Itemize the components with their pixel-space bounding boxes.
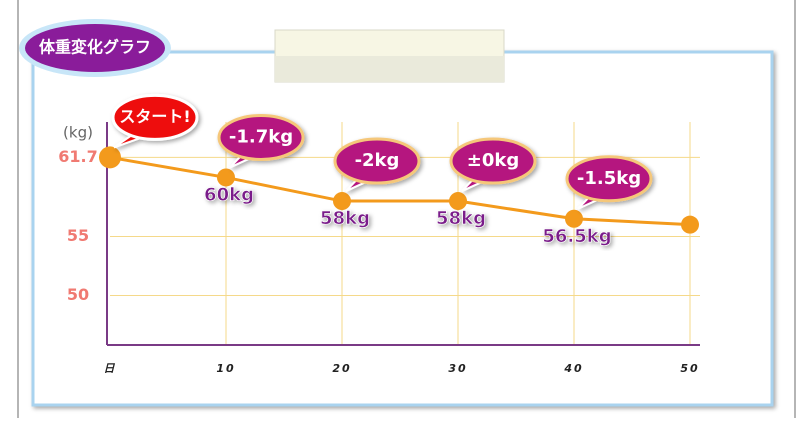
blank-box-shade [275,56,504,82]
x-tick-label: 30 [448,362,467,375]
callout-bubble [449,137,537,185]
callout-bubble [111,93,199,141]
plot: 日 10 20 30 40 50 50 55 61.7 60kg 58kg 58kg 56.5kg スター… [58,93,700,375]
callout-label: -1.5kg [577,168,641,189]
value-label: 60kg [204,184,254,205]
tab-title: 体重変化グラフ [39,38,151,57]
point [99,146,121,169]
callout: -2kg [333,137,421,192]
y-tick-label: 55 [67,226,89,245]
callout-bubble [333,137,421,185]
callout: -1.5kg [565,155,653,210]
callout: ±0kg [449,137,537,192]
callout-label: ±0kg [467,150,519,171]
callout: -1.7kg [217,113,305,169]
point [333,192,351,211]
x-tick-label: 10 [216,362,235,375]
callout-bubble [565,155,653,203]
point [565,209,583,228]
point [681,215,699,234]
x-tick-label: 50 [680,362,699,375]
x-tick-label: 20 [332,362,351,375]
y-unit-label: (kg) [63,124,93,142]
value-label: 58kg [320,208,370,229]
point [449,192,467,211]
x-tick-label: 40 [563,362,583,375]
y-tick-label: 61.7 [58,147,97,166]
weight-line [109,155,691,227]
callout-bubble [217,113,305,161]
callout-label: -2kg [355,150,400,171]
callout: スタート! [111,93,199,149]
tab [25,24,165,72]
callout-label: -1.7kg [229,126,293,147]
callout-label: スタート! [119,107,190,126]
value-label: 58kg [436,208,486,229]
x-tick-label: 日 [104,362,117,375]
y-tick-label: 50 [67,285,89,304]
value-label: 56.5kg [542,226,611,247]
point [217,168,235,187]
